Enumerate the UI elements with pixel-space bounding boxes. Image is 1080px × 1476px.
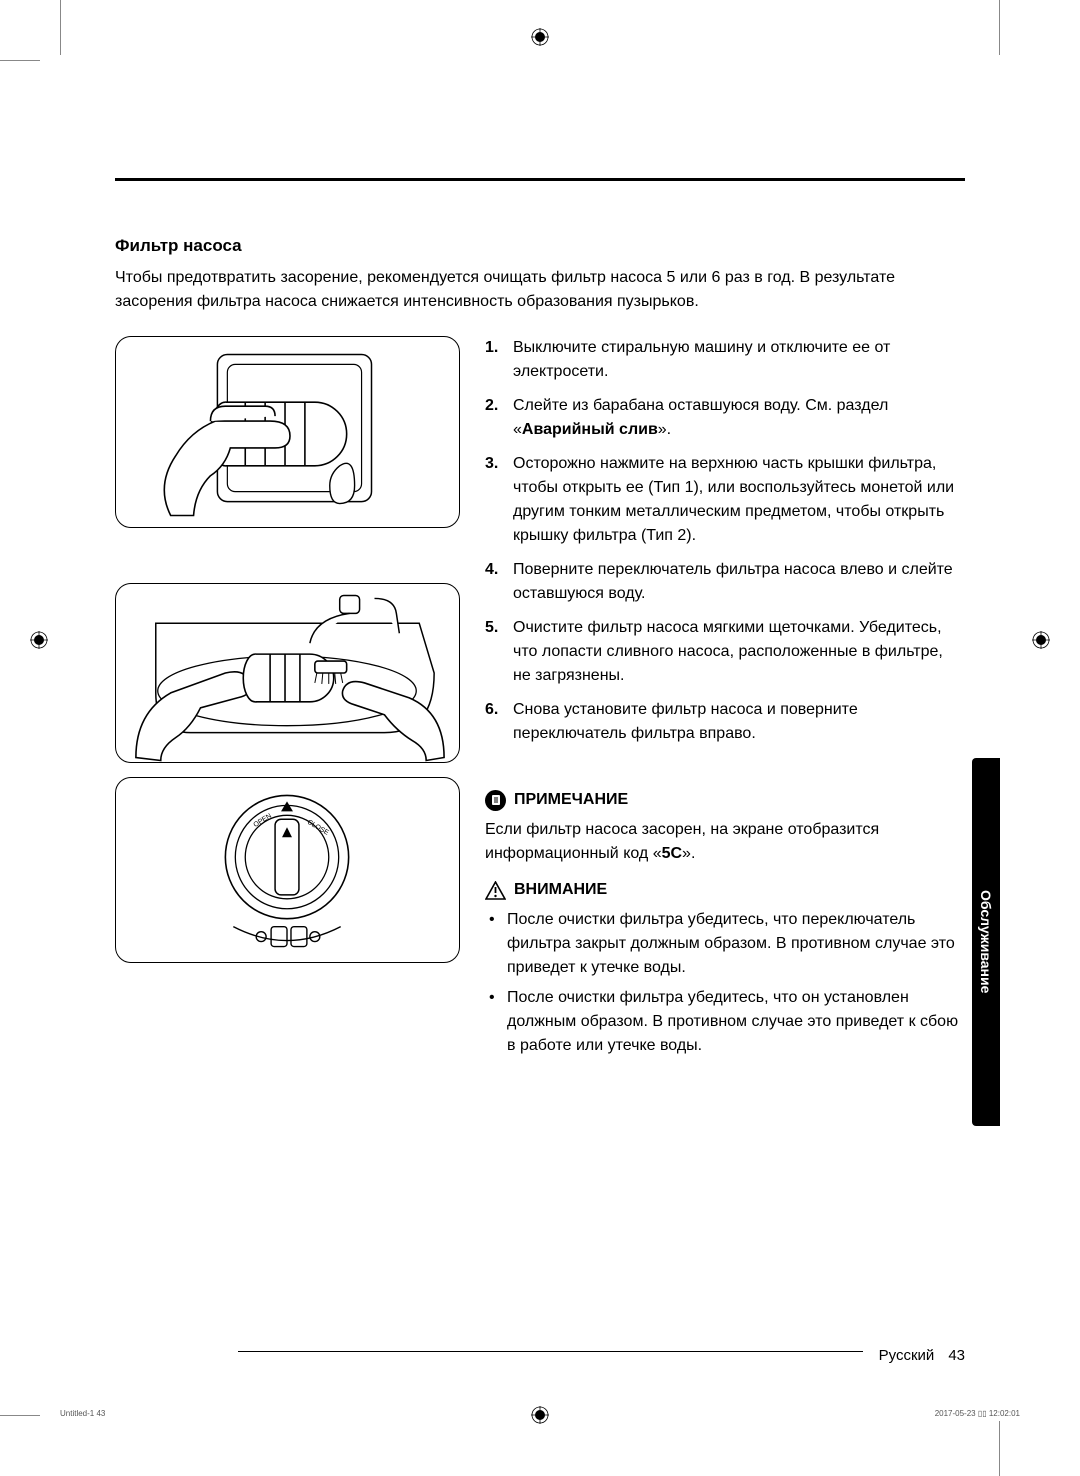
imprint-left: Untitled-1 43 (60, 1409, 105, 1418)
step-5: Очистите фильтр насоса мягкими щеточками… (485, 616, 965, 688)
content-row: OPEN CLOSE Выключите стиральную машину и… (115, 336, 965, 1064)
registration-mark-icon (1032, 631, 1050, 649)
step-2-text-c: ». (658, 421, 671, 438)
crop-mark (999, 0, 1000, 55)
page-content: Фильтр насоса Чтобы предотвратить засоре… (115, 100, 965, 1376)
crop-mark (0, 60, 40, 61)
warning-list: После очистки фильтра убедитесь, что пер… (485, 908, 965, 1058)
steps-list: Выключите стиральную машину и отключите … (485, 336, 965, 746)
step-1: Выключите стиральную машину и отключите … (485, 336, 965, 384)
figure-clean-filter (115, 583, 460, 763)
note-icon (485, 790, 506, 811)
crop-mark (60, 0, 61, 55)
note-header: ПРИМЕЧАНИЕ (485, 788, 965, 812)
note-block: ПРИМЕЧАНИЕ Если фильтр насоса засорен, н… (485, 788, 965, 1058)
note-text: Если фильтр насоса засорен, на экране от… (485, 818, 965, 866)
step-6: Снова установите фильтр насоса и поверни… (485, 698, 965, 746)
crop-mark (999, 1421, 1000, 1476)
step-3: Осторожно нажмите на верхнюю часть крышк… (485, 452, 965, 548)
figure-remove-filter (115, 336, 460, 528)
warning-title: ВНИМАНИЕ (514, 878, 607, 902)
registration-mark-icon (531, 1406, 549, 1424)
warning-bullet-1: После очистки фильтра убедитесь, что пер… (485, 908, 965, 980)
figure-filter-knob: OPEN CLOSE (115, 777, 460, 963)
page-footer: Русский 43 (879, 1347, 965, 1364)
divider (115, 178, 965, 181)
section-tab: Обслуживание (972, 758, 1000, 1126)
instructions-column: Выключите стиральную машину и отключите … (485, 336, 965, 1064)
warning-bullet-2: После очистки фильтра убедитесь, что он … (485, 986, 965, 1058)
footer-language: Русский (879, 1347, 935, 1364)
crop-mark (0, 1415, 40, 1416)
note-text-c: ». (682, 845, 695, 862)
registration-mark-icon (531, 28, 549, 46)
imprint-right: 2017-05-23 ▯▯ 12:02:01 (935, 1409, 1020, 1418)
step-2-emphasis: Аварийный слив (522, 421, 658, 438)
note-title: ПРИМЕЧАНИЕ (514, 788, 628, 812)
note-code: 5C (662, 845, 682, 862)
intro-paragraph: Чтобы предотвратить засорение, рекоменду… (115, 266, 965, 314)
step-2: Слейте из барабана оставшуюся воду. См. … (485, 394, 965, 442)
warning-header: ВНИМАНИЕ (485, 878, 965, 902)
figures-column: OPEN CLOSE (115, 336, 460, 1064)
step-4: Поверните переключатель фильтра насоса в… (485, 558, 965, 606)
registration-mark-icon (30, 631, 48, 649)
section-title: Фильтр насоса (115, 236, 965, 256)
footer-page-number: 43 (948, 1347, 965, 1364)
warning-icon (485, 881, 506, 900)
footer-rule (238, 1351, 863, 1352)
